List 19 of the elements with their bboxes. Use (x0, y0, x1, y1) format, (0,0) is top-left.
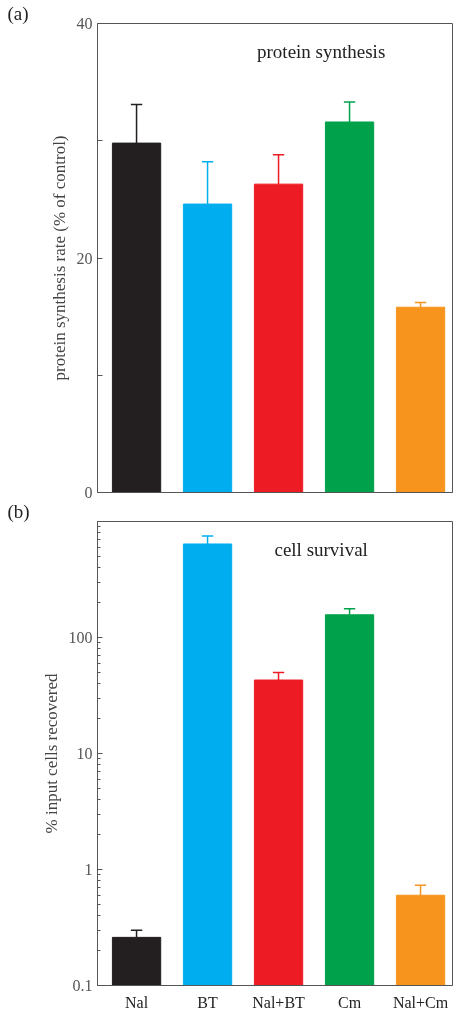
x-tick-label: Nal (125, 993, 149, 1011)
x-tick-label: Nal+BT (252, 993, 306, 1011)
y-tick-label: 40 (76, 15, 93, 32)
text: cell survival (274, 538, 368, 560)
y-axis-title: protein synthesis rate (% of control) (49, 135, 69, 381)
y-tick-label: 20 (76, 249, 93, 267)
y-tick-label: 100 (68, 629, 93, 646)
y-tick-label: 0 (84, 484, 93, 501)
bar (395, 306, 446, 493)
text: protein synthesis (257, 41, 386, 63)
x-tick-label: Cm (337, 993, 362, 1011)
x-tick-label: Nal+Cm (392, 993, 449, 1011)
y-tick-label: 0.1 (72, 977, 93, 994)
text: (b) (7, 500, 30, 523)
y-tick-label: 1 (84, 861, 93, 878)
y-axis-title: % input cells recovered (41, 672, 61, 834)
x-tick-label: BT (197, 993, 218, 1011)
text: (a) (7, 2, 29, 25)
y-tick-label: 10 (76, 745, 93, 762)
